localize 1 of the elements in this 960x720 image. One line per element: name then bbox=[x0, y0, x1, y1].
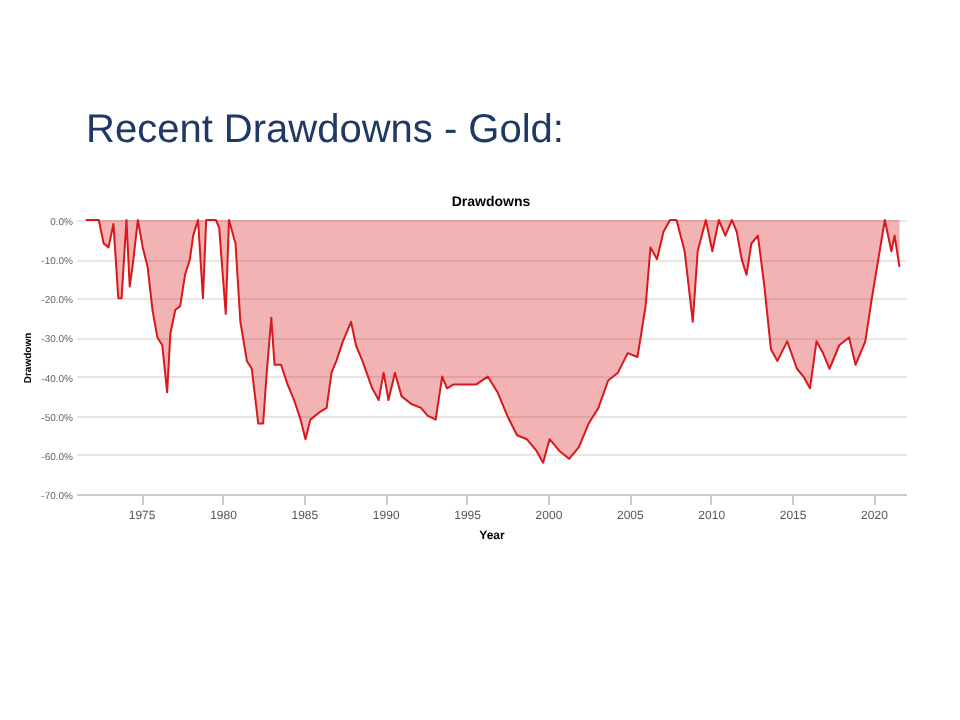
chart-title: Recent Drawdowns - Gold: bbox=[86, 108, 564, 154]
